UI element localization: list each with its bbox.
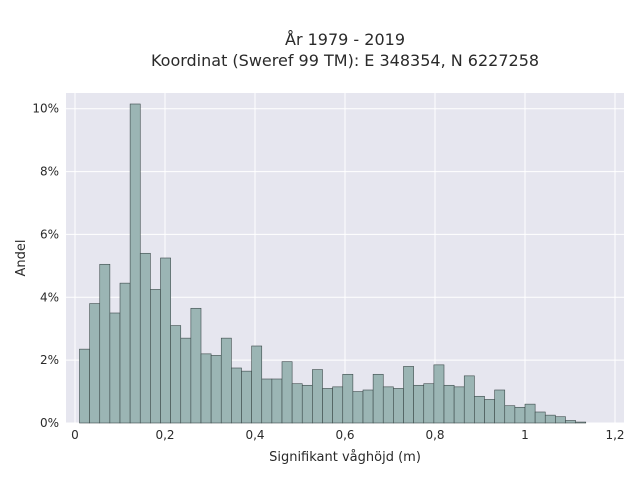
histogram-bar xyxy=(362,389,374,424)
histogram-bar xyxy=(170,325,182,424)
histogram-bar xyxy=(139,252,151,424)
x-tick-label: 1,2 xyxy=(605,428,624,442)
histogram-bar xyxy=(150,289,161,424)
histogram-bar xyxy=(575,421,587,424)
y-tick-label: 10% xyxy=(32,102,59,116)
histogram-bar xyxy=(160,257,171,424)
chart-title-line-2: Koordinat (Sweref 99 TM): E 348354, N 62… xyxy=(151,51,539,70)
histogram-bar xyxy=(494,389,506,424)
histogram-bar xyxy=(291,383,303,424)
x-tick-label: 0,6 xyxy=(335,428,354,442)
histogram-bar xyxy=(352,391,364,424)
histogram-bar xyxy=(99,263,111,424)
histogram-bar xyxy=(342,373,354,424)
y-tick-label: 4% xyxy=(40,290,59,304)
y-tick-label: 6% xyxy=(40,227,59,241)
histogram-bar xyxy=(534,411,546,424)
histogram-bar xyxy=(544,414,556,424)
y-tick-label: 0% xyxy=(40,416,59,430)
bars xyxy=(79,103,587,424)
x-tick-label: 0 xyxy=(71,428,79,442)
histogram-bar xyxy=(231,367,242,424)
y-tick-label: 8% xyxy=(40,165,59,179)
x-axis-ticks: 0 0,2 0,4 0,6 0,8 1 1,2 xyxy=(71,428,624,442)
histogram-bar xyxy=(413,384,425,424)
y-axis-label: Andel xyxy=(14,240,29,277)
histogram-bar xyxy=(119,282,131,424)
x-tick-label: 0,4 xyxy=(245,428,264,442)
histogram-bar xyxy=(79,348,90,424)
y-axis-ticks: 0% 2% 4% 6% 8% 10% xyxy=(32,102,59,430)
histogram-bar xyxy=(565,420,576,424)
histogram-bar xyxy=(89,303,101,424)
histogram-bar xyxy=(220,337,232,424)
x-tick-label: 1 xyxy=(521,428,529,442)
histogram-bar xyxy=(403,366,414,424)
histogram-bar xyxy=(514,406,526,424)
histogram-bar xyxy=(453,386,465,424)
histogram-bar xyxy=(393,388,404,424)
chart-title-line-1: År 1979 - 2019 xyxy=(285,30,405,49)
histogram-bar xyxy=(382,386,394,424)
histogram-bar xyxy=(332,386,344,424)
histogram-bar xyxy=(433,364,445,424)
x-tick-label: 0,2 xyxy=(155,428,174,442)
histogram-bar xyxy=(261,378,273,424)
histogram-bar xyxy=(463,375,475,424)
histogram-bar xyxy=(555,416,566,424)
histogram-bar xyxy=(281,361,293,424)
histogram-bar xyxy=(443,384,455,424)
histogram-bar xyxy=(504,405,516,424)
histogram-bar xyxy=(372,373,384,424)
x-axis-label: Signifikant våghöjd (m) xyxy=(269,450,421,465)
histogram-bar xyxy=(241,370,252,424)
x-tick-label: 0,8 xyxy=(425,428,444,442)
histogram-bar xyxy=(524,403,536,424)
histogram-bar xyxy=(190,307,202,424)
histogram-bar xyxy=(301,384,313,424)
histogram-bar xyxy=(109,312,121,424)
histogram-bar xyxy=(322,388,333,424)
y-tick-label: 2% xyxy=(40,353,59,367)
histogram-bar xyxy=(180,337,192,424)
histogram-bar xyxy=(271,378,283,424)
histogram-bar xyxy=(210,355,222,424)
histogram-bar xyxy=(251,345,263,424)
histogram-bar xyxy=(484,399,495,424)
histogram-bar xyxy=(200,353,212,424)
histogram-bar xyxy=(312,369,323,424)
histogram-bar xyxy=(129,103,141,424)
histogram-bar xyxy=(474,395,485,424)
histogram-bar xyxy=(423,383,435,424)
